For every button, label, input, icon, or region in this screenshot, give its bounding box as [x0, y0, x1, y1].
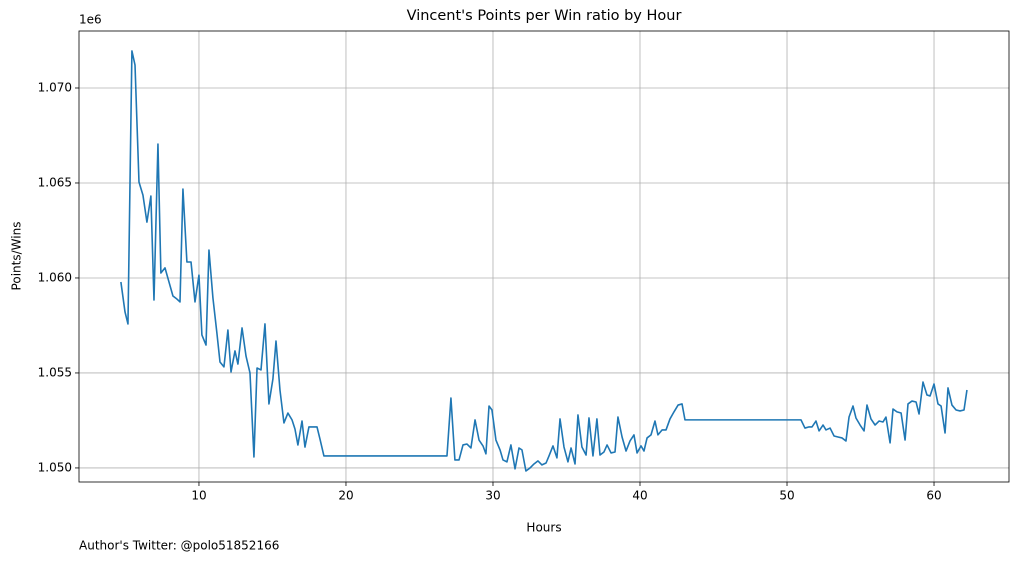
y-offset-label: 1e6 — [79, 13, 102, 27]
x-tick-label: 10 — [191, 489, 206, 503]
chart-title: Vincent's Points per Win ratio by Hour — [407, 8, 682, 24]
x-tick-label: 50 — [779, 489, 794, 503]
plot-area — [120, 50, 968, 472]
y-tick-label: 1.055 — [38, 365, 72, 379]
y-axis-label: Points/Wins — [10, 222, 24, 291]
data-line — [120, 50, 968, 472]
grid — [79, 31, 1009, 482]
x-tick-label: 20 — [338, 489, 353, 503]
y-tick-label: 1.050 — [38, 460, 72, 474]
x-tick-label: 30 — [485, 489, 500, 503]
y-tick-label: 1.070 — [38, 80, 72, 94]
y-tick-label: 1.060 — [38, 270, 72, 284]
footnote: Author's Twitter: @polo51852166 — [79, 539, 279, 553]
axes-frame — [78, 30, 1010, 483]
y-tick-label: 1.065 — [38, 175, 72, 189]
x-tick-label: 40 — [632, 489, 647, 503]
x-axis-label: Hours — [526, 521, 561, 535]
x-tick-label: 60 — [926, 489, 941, 503]
